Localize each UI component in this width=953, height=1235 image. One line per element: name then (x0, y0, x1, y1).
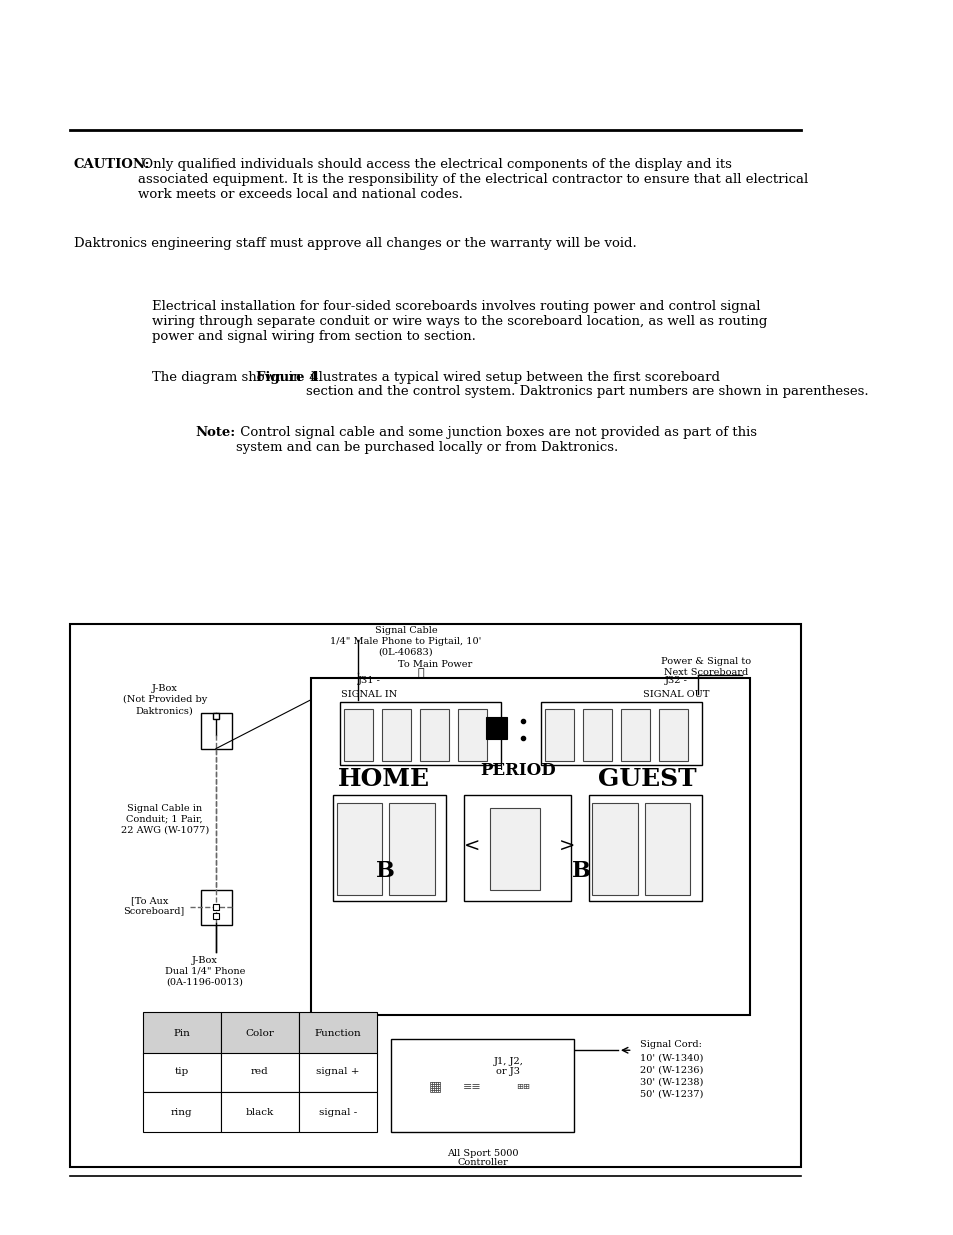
Text: signal +: signal + (315, 1067, 359, 1077)
Text: B: B (572, 860, 590, 882)
Bar (419, 709, 449, 761)
Bar (143, 1053, 220, 1092)
Bar (311, 678, 749, 1015)
Text: The diagram shown in: The diagram shown in (152, 370, 306, 384)
Bar (544, 709, 574, 761)
Bar (343, 709, 373, 761)
Text: Color: Color (245, 1029, 274, 1039)
Text: SIGNAL OUT: SIGNAL OUT (642, 690, 709, 699)
Text: Controller: Controller (456, 1158, 508, 1167)
Bar (298, 1013, 376, 1053)
Text: Signal Cord:: Signal Cord: (639, 1040, 701, 1050)
Bar (143, 1013, 220, 1053)
Text: J1, J2,: J1, J2, (493, 1057, 523, 1066)
Bar (490, 809, 539, 890)
Text: Pin: Pin (173, 1029, 190, 1039)
Text: Power & Signal to: Power & Signal to (660, 657, 750, 666)
Bar (582, 709, 612, 761)
Bar (592, 803, 638, 895)
Text: <: < (463, 837, 479, 856)
Text: Scoreboard]: Scoreboard] (123, 906, 184, 915)
Text: Signal Cable: Signal Cable (375, 626, 436, 635)
Text: J32 -: J32 - (664, 677, 687, 685)
Text: CAUTION:: CAUTION: (74, 158, 151, 172)
Bar (391, 1040, 574, 1131)
Bar (333, 795, 446, 900)
Text: (0A-1196-0013): (0A-1196-0013) (166, 978, 243, 987)
Text: Signal Cable in: Signal Cable in (127, 804, 202, 813)
Text: Note:: Note: (195, 426, 235, 440)
Text: Function: Function (314, 1029, 361, 1039)
Bar (298, 1053, 376, 1092)
Bar (540, 703, 701, 764)
Text: To Main Power: To Main Power (397, 659, 472, 669)
Text: J31 -: J31 - (357, 677, 380, 685)
Text: Daktronics): Daktronics) (135, 706, 193, 715)
Text: Dual 1/4" Phone: Dual 1/4" Phone (165, 967, 245, 976)
Bar (336, 803, 381, 895)
Text: Electrical installation for four-sided scoreboards involves routing power and co: Electrical installation for four-sided s… (152, 300, 767, 343)
Text: ▦: ▦ (428, 1079, 441, 1094)
Bar (644, 803, 690, 895)
Bar (620, 709, 650, 761)
Text: Daktronics engineering staff must approve all changes or the warranty will be vo: Daktronics engineering staff must approv… (74, 237, 636, 251)
Text: 30' (W-1238): 30' (W-1238) (639, 1078, 702, 1087)
Text: [To Aux: [To Aux (132, 897, 169, 905)
Text: ⊞⊞: ⊞⊞ (516, 1083, 530, 1091)
Bar (659, 709, 687, 761)
Bar (298, 1092, 376, 1131)
Text: HOME: HOME (337, 767, 430, 790)
Text: black: black (245, 1108, 274, 1118)
Text: Only qualified individuals should access the electrical components of the displa: Only qualified individuals should access… (137, 158, 807, 201)
Text: ⏚: ⏚ (416, 668, 423, 678)
Text: tip: tip (174, 1067, 189, 1077)
Text: J-Box: J-Box (192, 956, 217, 965)
Text: Conduit; 1 Pair,: Conduit; 1 Pair, (126, 815, 203, 824)
Text: illustrates a typical wired setup between the first scoreboard
section and the c: illustrates a typical wired setup betwee… (306, 370, 868, 399)
Bar (588, 795, 701, 900)
Text: (Not Provided by: (Not Provided by (122, 695, 207, 704)
Text: All Sport 5000: All Sport 5000 (447, 1149, 518, 1158)
Bar (486, 718, 506, 739)
Text: signal -: signal - (318, 1108, 356, 1118)
Bar (220, 1013, 298, 1053)
Bar (457, 709, 487, 761)
Text: GUEST: GUEST (598, 767, 696, 790)
Text: red: red (251, 1067, 269, 1077)
Text: 20' (W-1236): 20' (W-1236) (639, 1066, 702, 1074)
Bar (220, 1053, 298, 1092)
Text: J-Box: J-Box (152, 684, 177, 693)
Bar (464, 795, 570, 900)
Text: 50' (W-1237): 50' (W-1237) (639, 1089, 702, 1099)
Text: Control signal cable and some junction boxes are not provided as part of this
sy: Control signal cable and some junction b… (235, 426, 756, 454)
Bar (389, 803, 434, 895)
Bar (143, 1092, 220, 1131)
Text: Figure 4: Figure 4 (255, 370, 318, 384)
Text: Next Scoreboard: Next Scoreboard (663, 668, 747, 677)
Text: B: B (375, 860, 395, 882)
Bar (220, 1092, 298, 1131)
Bar (201, 714, 232, 748)
Text: ≡≡: ≡≡ (462, 1082, 480, 1092)
Bar (340, 703, 500, 764)
Text: or J3: or J3 (496, 1067, 519, 1077)
Text: (0L-40683): (0L-40683) (378, 647, 433, 657)
FancyBboxPatch shape (70, 624, 800, 1167)
Text: ring: ring (171, 1108, 193, 1118)
Bar (381, 709, 411, 761)
Text: 10' (W-1340): 10' (W-1340) (639, 1053, 702, 1063)
Text: 1/4" Male Phone to Pigtail, 10': 1/4" Male Phone to Pigtail, 10' (330, 636, 481, 646)
Text: SIGNAL IN: SIGNAL IN (341, 690, 397, 699)
Bar (201, 890, 232, 925)
Text: PERIOD: PERIOD (479, 762, 556, 779)
Text: 22 AWG (W-1077): 22 AWG (W-1077) (120, 826, 209, 835)
Text: >: > (558, 837, 575, 856)
